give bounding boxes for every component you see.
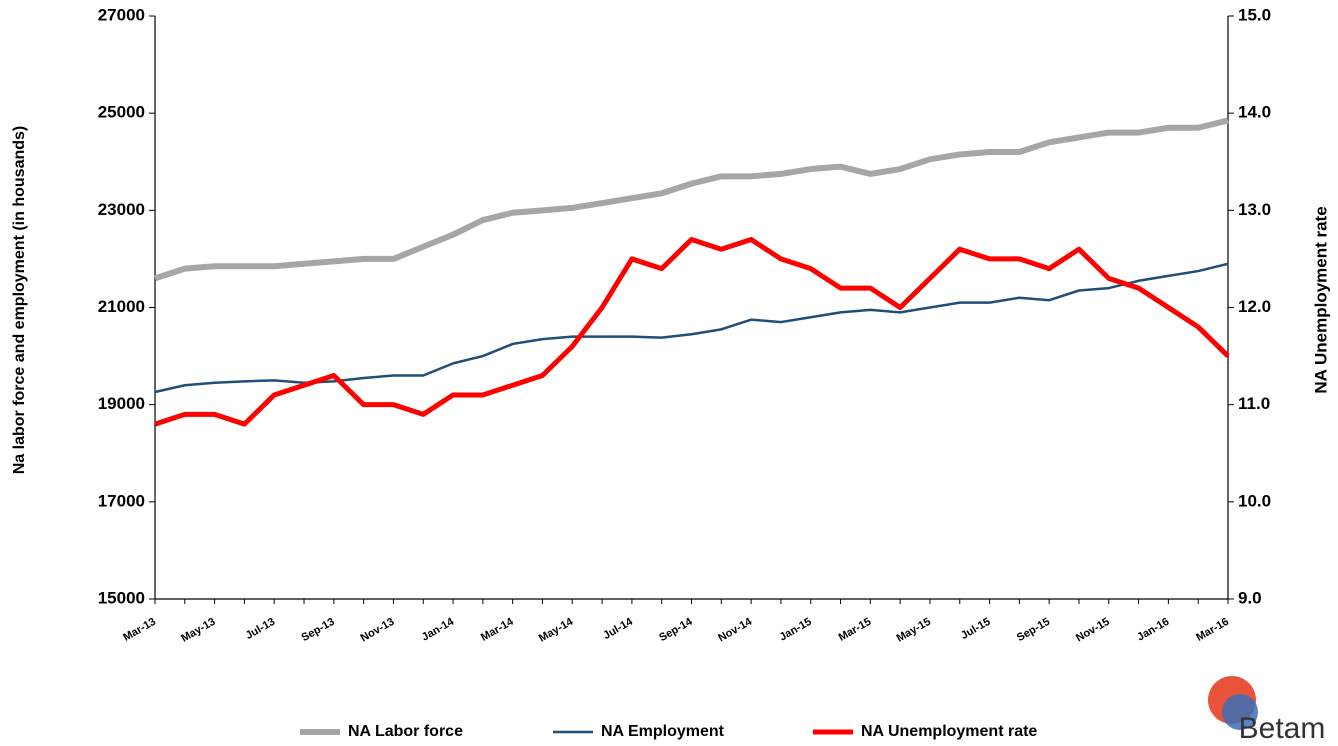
y2-tick-label: 9.0 bbox=[1238, 588, 1262, 607]
logo-icon bbox=[1222, 694, 1258, 730]
x-tick-label: May-15 bbox=[895, 616, 933, 645]
legend-label: NA Labor force bbox=[348, 723, 463, 740]
x-tick-label: Sep-13 bbox=[300, 616, 337, 644]
x-tick-label: Mar-15 bbox=[837, 616, 874, 644]
y-tick-label: 25000 bbox=[98, 103, 145, 122]
x-tick-label: May-14 bbox=[537, 615, 576, 644]
line-series bbox=[154, 262, 1229, 394]
x-tick-label: Nov-13 bbox=[359, 616, 397, 645]
logo: Betam bbox=[1208, 676, 1325, 745]
y2-tick-label: 14.0 bbox=[1238, 103, 1271, 122]
y2-tick-label: 11.0 bbox=[1238, 394, 1270, 413]
y2-tick-label: 12.0 bbox=[1238, 297, 1271, 316]
x-tick-label: Mar-16 bbox=[1194, 616, 1231, 644]
x-tick-label: Jan-16 bbox=[1135, 616, 1171, 644]
x-tick-label: Jan-14 bbox=[420, 615, 457, 643]
legend-label: NA Employment bbox=[601, 723, 725, 740]
x-tick-label: Nov-14 bbox=[716, 615, 755, 644]
x-tick-label: May-13 bbox=[179, 616, 217, 645]
y2-tick-label: 10.0 bbox=[1238, 491, 1271, 510]
y-tick-label: 15000 bbox=[98, 588, 145, 607]
y-tick-label: 17000 bbox=[98, 491, 145, 510]
logo-text: Betam bbox=[1239, 712, 1326, 745]
x-tick-label: Nov-15 bbox=[1074, 616, 1112, 645]
x-tick-label: Mar-13 bbox=[121, 616, 158, 644]
y2-tick-label: 15.0 bbox=[1238, 5, 1271, 24]
legend-label: NA Unemployment rate bbox=[861, 723, 1037, 740]
x-tick-label: Sep-14 bbox=[657, 615, 695, 644]
line-series bbox=[154, 236, 1230, 427]
x-tick-label: Jan-15 bbox=[777, 616, 813, 644]
y2-axis-title: NA Unemployment rate bbox=[1311, 206, 1330, 393]
y-tick-label: 21000 bbox=[98, 297, 145, 316]
x-tick-label: Jul-15 bbox=[959, 616, 993, 642]
y-tick-label: 19000 bbox=[98, 394, 145, 413]
y-axis-title: Na labor force and employment (in housan… bbox=[11, 126, 28, 475]
line-series bbox=[154, 117, 1229, 282]
y-tick-label: 23000 bbox=[98, 200, 145, 219]
y-tick-label: 27000 bbox=[98, 5, 145, 24]
y2-tick-label: 13.0 bbox=[1238, 200, 1271, 219]
x-tick-label: Mar-14 bbox=[479, 615, 516, 644]
x-tick-label: Jul-13 bbox=[244, 616, 278, 642]
x-tick-label: Jul-14 bbox=[601, 615, 635, 642]
x-tick-label: Sep-15 bbox=[1015, 616, 1052, 644]
